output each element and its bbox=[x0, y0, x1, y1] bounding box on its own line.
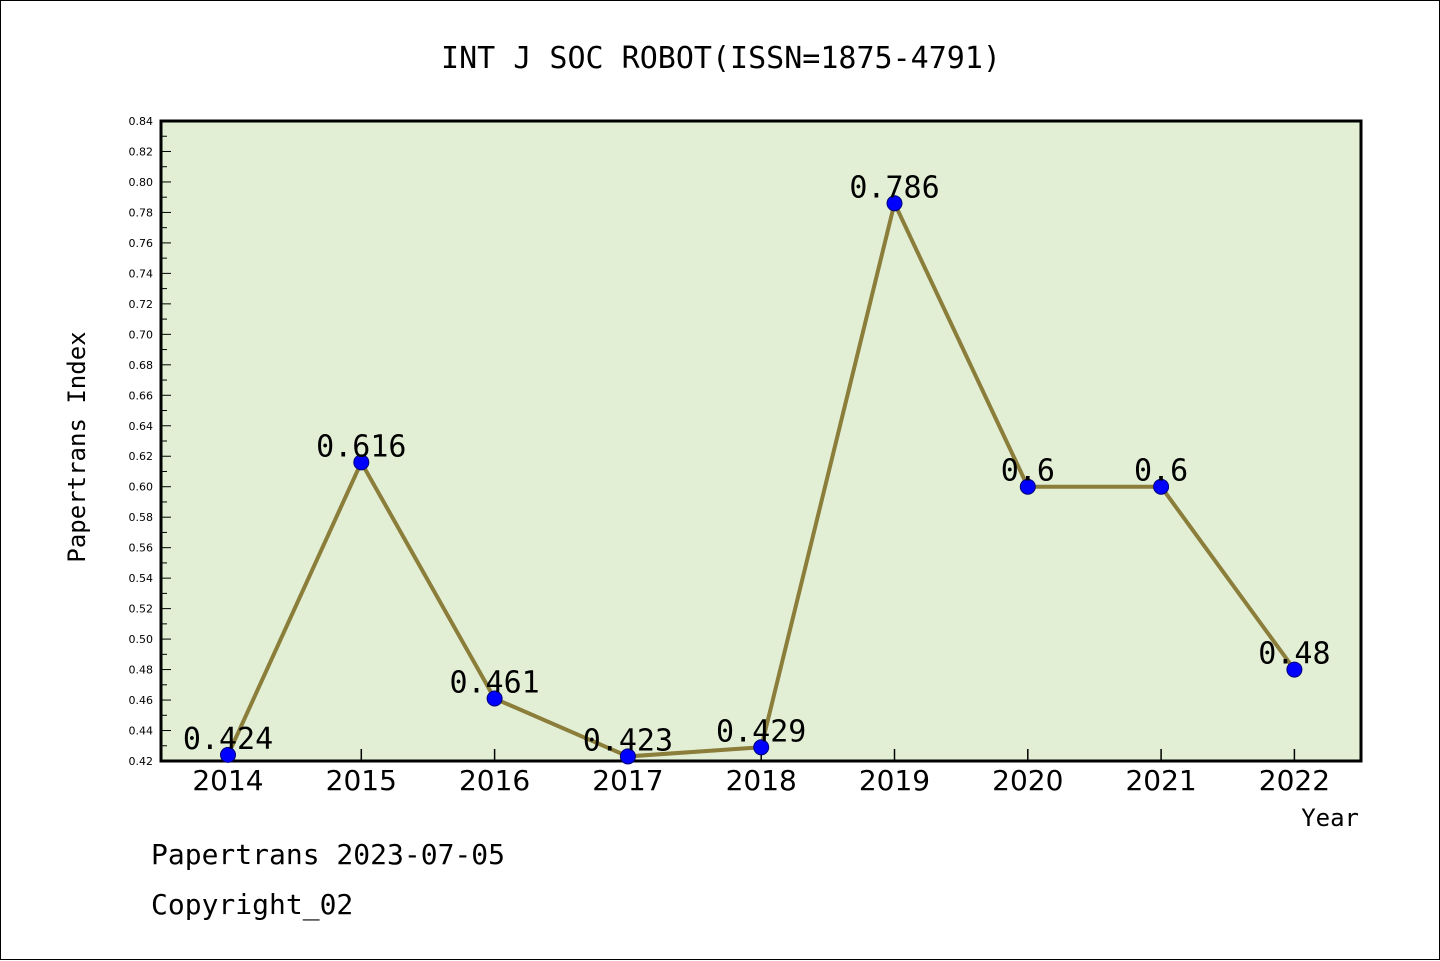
x-axis-title: Year bbox=[1301, 804, 1359, 832]
y-tick-label: 0.54 bbox=[129, 572, 154, 585]
y-tick-label: 0.80 bbox=[129, 176, 154, 189]
y-tick-label: 0.58 bbox=[129, 511, 154, 524]
x-tick-label: 2022 bbox=[1259, 764, 1330, 797]
plot-area bbox=[159, 119, 1363, 763]
y-tick-label: 0.64 bbox=[129, 420, 154, 433]
y-axis: 0.42 0.44 0.46 0.48 0.50 0.52 0.54 0.56 0.58 0.60… bbox=[129, 115, 171, 768]
series-line-group: 0.424 0.616 0.461 0.423 0.429 0.786 0.6 0.6 0.48 bbox=[183, 170, 1331, 765]
x-tick-label: 2019 bbox=[859, 764, 930, 797]
data-point bbox=[886, 195, 903, 212]
y-tick-label: 0.42 bbox=[129, 755, 154, 768]
x-axis: 2014 2015 2016 2017 2018 2019 2020 2021 2022 bbox=[192, 749, 1330, 797]
y-tick-label: 0.44 bbox=[129, 725, 154, 738]
data-label: 0.429 bbox=[716, 714, 806, 749]
data-label: 0.616 bbox=[316, 429, 406, 464]
x-tick-label: 2014 bbox=[192, 764, 263, 797]
data-label: 0.424 bbox=[183, 722, 273, 757]
data-point bbox=[1286, 661, 1303, 678]
data-label: 0.48 bbox=[1258, 637, 1330, 672]
data-label: 0.461 bbox=[449, 666, 539, 701]
data-point bbox=[1153, 478, 1170, 495]
data-point bbox=[619, 748, 636, 765]
y-tick-label: 0.50 bbox=[129, 633, 154, 646]
data-label: 0.6 bbox=[1001, 454, 1055, 489]
y-tick-label: 0.68 bbox=[129, 359, 154, 372]
y-tick-label: 0.74 bbox=[129, 267, 154, 280]
y-tick-label: 0.66 bbox=[129, 389, 154, 402]
y-tick-label: 0.72 bbox=[129, 298, 154, 311]
y-tick-label: 0.78 bbox=[129, 206, 154, 219]
data-label: 0.6 bbox=[1134, 454, 1188, 489]
data-point bbox=[353, 454, 370, 471]
y-tick-label: 0.48 bbox=[129, 664, 154, 677]
footer-date: Papertrans 2023-07-05 bbox=[151, 838, 505, 871]
y-tick-label: 0.56 bbox=[129, 542, 154, 555]
footer-copyright: Copyright_02 bbox=[151, 888, 353, 922]
y-tick-label: 0.84 bbox=[129, 115, 154, 128]
data-point bbox=[753, 739, 770, 756]
data-label: 0.786 bbox=[849, 170, 939, 205]
chart-title: INT J SOC ROBOT(ISSN=1875-4791) bbox=[441, 41, 1001, 76]
x-tick-label: 2020 bbox=[992, 764, 1063, 797]
y-tick-label: 0.52 bbox=[129, 603, 154, 616]
data-point bbox=[1019, 478, 1036, 495]
x-tick-label: 2015 bbox=[326, 764, 397, 797]
y-axis-title: Papertrans Index bbox=[63, 331, 91, 562]
data-point bbox=[486, 690, 503, 707]
x-tick-label: 2017 bbox=[592, 764, 663, 797]
data-label: 0.423 bbox=[583, 723, 673, 758]
data-point bbox=[220, 746, 236, 763]
y-tick-label: 0.62 bbox=[129, 450, 154, 463]
y-tick-label: 0.82 bbox=[129, 145, 154, 158]
x-tick-label: 2021 bbox=[1125, 764, 1196, 797]
x-tick-label: 2018 bbox=[726, 764, 797, 797]
y-tick-label: 0.76 bbox=[129, 237, 154, 250]
y-tick-label: 0.46 bbox=[129, 694, 154, 707]
y-tick-label: 0.60 bbox=[129, 481, 154, 494]
y-tick-label: 0.70 bbox=[129, 328, 154, 341]
x-tick-label: 2016 bbox=[459, 764, 530, 797]
